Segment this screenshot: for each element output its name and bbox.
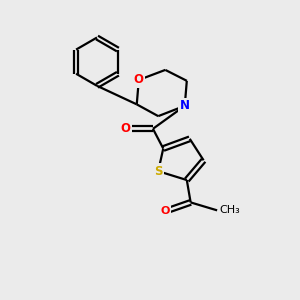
Text: O: O [121, 122, 131, 135]
Text: CH₃: CH₃ [220, 206, 240, 215]
Text: S: S [154, 165, 163, 178]
Text: O: O [134, 74, 144, 86]
Text: N: N [180, 99, 190, 112]
Text: O: O [160, 206, 170, 216]
